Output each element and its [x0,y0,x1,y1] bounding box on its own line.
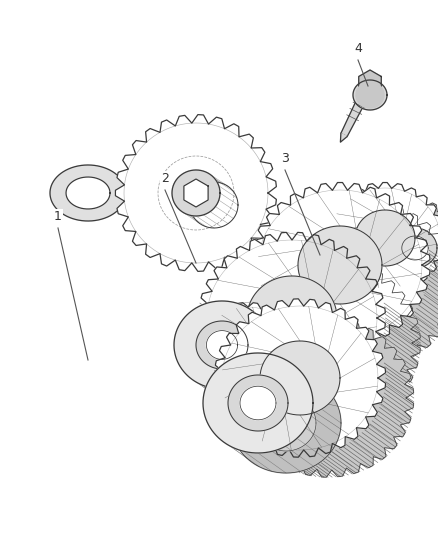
Text: 4: 4 [354,42,362,55]
Polygon shape [402,236,428,260]
Text: 2: 2 [161,172,169,185]
Polygon shape [341,81,374,136]
Polygon shape [353,80,387,110]
Polygon shape [50,165,126,221]
Polygon shape [217,336,269,384]
Polygon shape [270,251,377,292]
Polygon shape [393,228,437,268]
Polygon shape [172,170,220,216]
Polygon shape [410,240,438,280]
Polygon shape [394,225,438,295]
Polygon shape [240,386,276,420]
Polygon shape [174,301,270,389]
Polygon shape [195,316,291,404]
Polygon shape [345,198,438,309]
Polygon shape [234,257,420,429]
Polygon shape [324,182,438,294]
Polygon shape [355,210,415,266]
Polygon shape [66,177,110,209]
Polygon shape [203,353,313,453]
Polygon shape [228,375,288,431]
Polygon shape [250,182,430,348]
Polygon shape [184,179,208,207]
Polygon shape [298,226,382,304]
Polygon shape [367,251,383,279]
Polygon shape [236,383,280,423]
Polygon shape [231,373,341,473]
Polygon shape [201,303,295,387]
Polygon shape [226,325,270,365]
Polygon shape [377,213,438,283]
Polygon shape [247,276,337,360]
Polygon shape [256,395,316,451]
Text: 1: 1 [54,210,62,223]
Text: 3: 3 [281,152,289,165]
Polygon shape [196,321,248,369]
Polygon shape [190,182,238,228]
Polygon shape [359,70,381,96]
Polygon shape [356,82,384,108]
Polygon shape [115,115,276,271]
Polygon shape [340,133,347,142]
Polygon shape [199,232,385,403]
Polygon shape [242,319,413,477]
Polygon shape [206,330,237,359]
Polygon shape [214,299,385,457]
Polygon shape [278,203,438,367]
Polygon shape [260,341,340,415]
Polygon shape [222,318,316,402]
